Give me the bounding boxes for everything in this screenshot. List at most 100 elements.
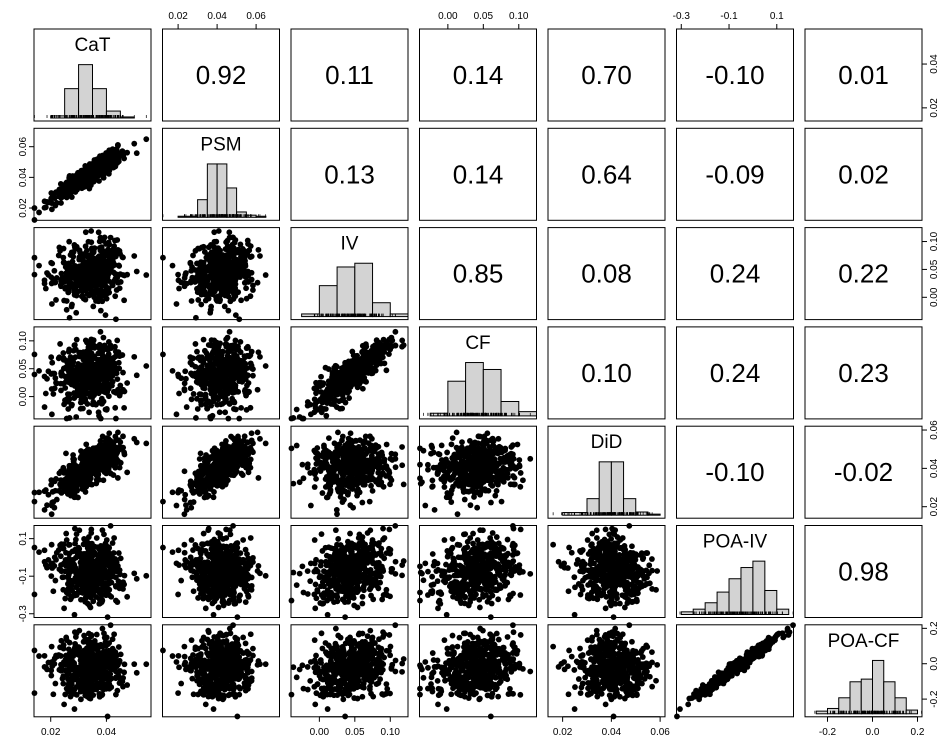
scatter-point (194, 395, 200, 402)
scatter-point (51, 267, 58, 274)
panel-frame (547, 227, 666, 321)
scatter-point (359, 349, 366, 356)
scatter-point (192, 488, 198, 495)
scatter-point (254, 386, 261, 393)
panel-frame (419, 127, 537, 221)
scatter-point (227, 388, 234, 395)
scatter-point (116, 392, 123, 399)
scatter-point (48, 259, 55, 266)
scatter-point (83, 441, 90, 448)
scatter-point (58, 480, 65, 487)
scatter-point (103, 162, 110, 169)
scatter-point (85, 238, 92, 245)
scatter-point (66, 395, 73, 402)
scatter-point (105, 241, 112, 248)
scatter-point (90, 247, 96, 254)
scatter-point (232, 406, 239, 413)
scatter-point (53, 379, 59, 386)
scatter-point (257, 253, 263, 259)
scatter-point (200, 385, 207, 391)
scatter-point (183, 404, 190, 410)
scatter-point (105, 375, 112, 381)
scatter-point (41, 204, 48, 211)
scatter-point (208, 303, 215, 310)
panel-frame (290, 227, 409, 321)
histogram-bar (500, 400, 520, 417)
scatter-point (77, 474, 84, 481)
scatter-point (366, 498, 373, 505)
scatter-point (207, 309, 214, 316)
scatter-point (103, 406, 110, 413)
scatter-point (48, 511, 55, 518)
scatter-point (387, 344, 393, 351)
scatter-point (70, 347, 77, 354)
scatter-point (194, 285, 200, 292)
scatter-point (200, 336, 207, 343)
scatter-point (60, 464, 67, 471)
scatter-point (62, 385, 69, 391)
panel-frame (290, 28, 409, 122)
scatter-point (244, 439, 250, 446)
scatter-point (56, 470, 63, 477)
scatter-point (215, 482, 222, 488)
scatter-point (85, 344, 92, 351)
panel-frame (33, 227, 152, 321)
scatter-point (55, 252, 62, 259)
scatter-point (121, 297, 128, 304)
panel-frame (547, 28, 666, 122)
scatter-point (100, 170, 106, 177)
scatter-point (199, 270, 205, 277)
scatter-point (313, 379, 319, 386)
scatter-point (99, 375, 105, 382)
scatter-point (79, 293, 86, 299)
scatter-point (335, 378, 341, 385)
scatter-point (143, 440, 150, 447)
scatter-point (237, 455, 243, 462)
scatter-point (370, 343, 376, 350)
panel-frame (547, 127, 666, 221)
scatter-point (176, 285, 182, 292)
scatter-point (237, 374, 244, 381)
scatter-point (103, 367, 110, 374)
scatter-point (103, 151, 110, 158)
scatter-point (77, 254, 84, 261)
scatter-point (220, 261, 227, 268)
scatter-point (392, 451, 399, 458)
scatter-point (239, 462, 246, 469)
scatter-point (36, 367, 42, 374)
scatter-point (237, 361, 243, 367)
scatter-point (109, 150, 115, 157)
scatter-point (195, 276, 202, 282)
scatter-point (101, 342, 108, 349)
scatter-point (72, 189, 79, 195)
scatter-point (244, 251, 250, 258)
scatter-point (193, 415, 199, 421)
scatter-point (49, 370, 56, 377)
scatter-point (121, 451, 128, 458)
scatter-point (91, 388, 97, 395)
variable-name: IV (341, 234, 359, 255)
scatter-point (87, 168, 94, 175)
scatter-point (36, 262, 42, 269)
scatter-point (83, 390, 90, 397)
scatter-point (94, 261, 101, 268)
scatter-point (96, 245, 103, 251)
scatter-point (99, 298, 106, 305)
scatter-point (114, 475, 121, 481)
scatter-point (77, 177, 84, 184)
scatter-point (200, 279, 207, 286)
scatter-point (63, 306, 70, 313)
scatter-point (169, 367, 176, 374)
scatter-point (245, 388, 252, 395)
scatter-point (112, 404, 119, 411)
scatter-point (211, 337, 218, 344)
scatter-point (84, 291, 91, 298)
scatter-point (226, 328, 233, 335)
scatter-point (262, 440, 269, 447)
scatter-point (230, 375, 237, 382)
scatter-point (175, 277, 182, 284)
scatter-point (108, 454, 115, 461)
scatter-point (102, 312, 109, 319)
scatter-point (192, 341, 199, 347)
